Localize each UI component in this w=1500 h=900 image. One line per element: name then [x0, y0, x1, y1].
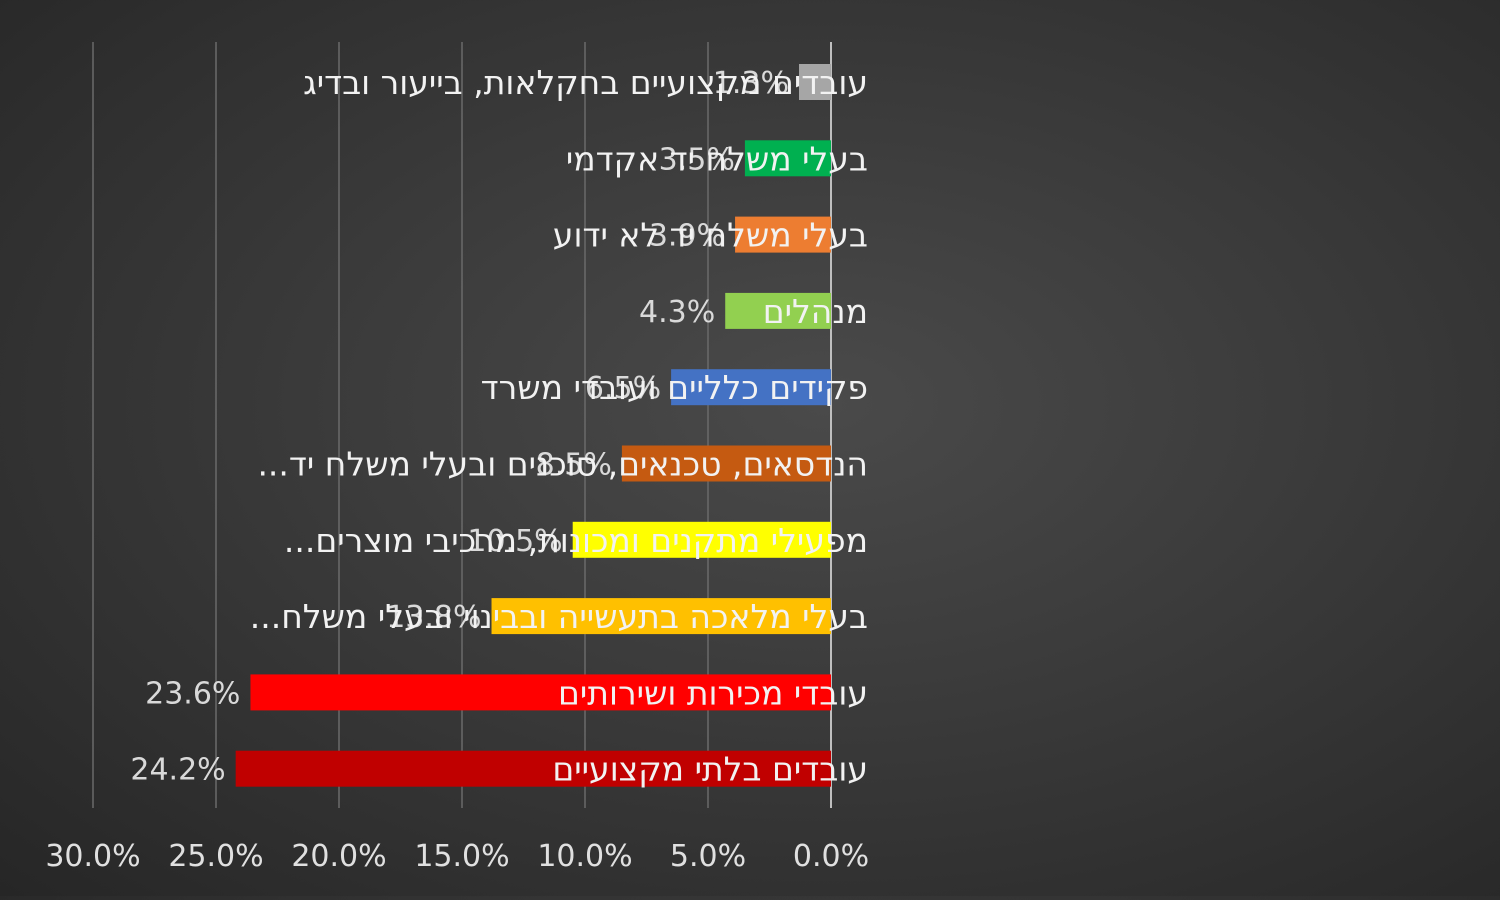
category-label: בעלי מלאכה בתעשייה ובבינוי ובעלי משלח... — [250, 597, 868, 636]
x-tick-label: 10.0% — [537, 839, 632, 874]
category-label: הנדסאים, טכנאים, סוכנים ובעלי משלח יד... — [257, 445, 868, 484]
category-label: בעלי משלח יד אקדמי — [566, 139, 868, 178]
category-label: עובדים בלתי מקצועיים — [552, 750, 868, 789]
data-label: 8.5% — [536, 448, 612, 483]
bar — [250, 674, 831, 711]
data-label: 24.2% — [130, 753, 225, 788]
x-tick-label: 30.0% — [45, 839, 140, 874]
bar — [799, 64, 831, 100]
bar — [744, 140, 831, 177]
x-tick-label: 20.0% — [291, 839, 386, 874]
data-label: 4.3% — [639, 295, 715, 330]
x-tick-label: 5.0% — [670, 839, 746, 874]
category-label: בעלי משלח יד לא ידוע — [553, 216, 868, 255]
data-label: 3.5% — [659, 142, 735, 177]
data-label: 23.6% — [145, 676, 240, 711]
category-label: מפעילי מתקנים ומכונות, מרכיבי מוצרים... — [284, 521, 868, 560]
category-label: פקידים כלליים ועובדי משרד — [481, 368, 868, 407]
data-label: 6.5% — [585, 371, 661, 406]
category-label: מנהלים — [763, 292, 868, 331]
x-tick-label: 25.0% — [168, 839, 263, 874]
bar — [235, 750, 831, 787]
bar — [621, 445, 831, 482]
category-label: עובדים מקצועיים בחקלאות, בייעור ובדיג — [303, 63, 868, 102]
x-tick-label: 15.0% — [414, 839, 509, 874]
data-label: 10.5% — [467, 524, 562, 559]
x-tick-label: 0.0% — [793, 839, 869, 874]
bar — [725, 292, 831, 329]
bar — [491, 598, 831, 635]
bar — [671, 369, 831, 406]
data-label: 1.3% — [713, 66, 789, 101]
bar — [735, 216, 831, 253]
bar — [572, 521, 831, 558]
category-label: עובדי מכירות ושירותים — [558, 673, 868, 712]
data-label: 13.8% — [386, 600, 481, 635]
data-label: 3.9% — [649, 219, 725, 254]
